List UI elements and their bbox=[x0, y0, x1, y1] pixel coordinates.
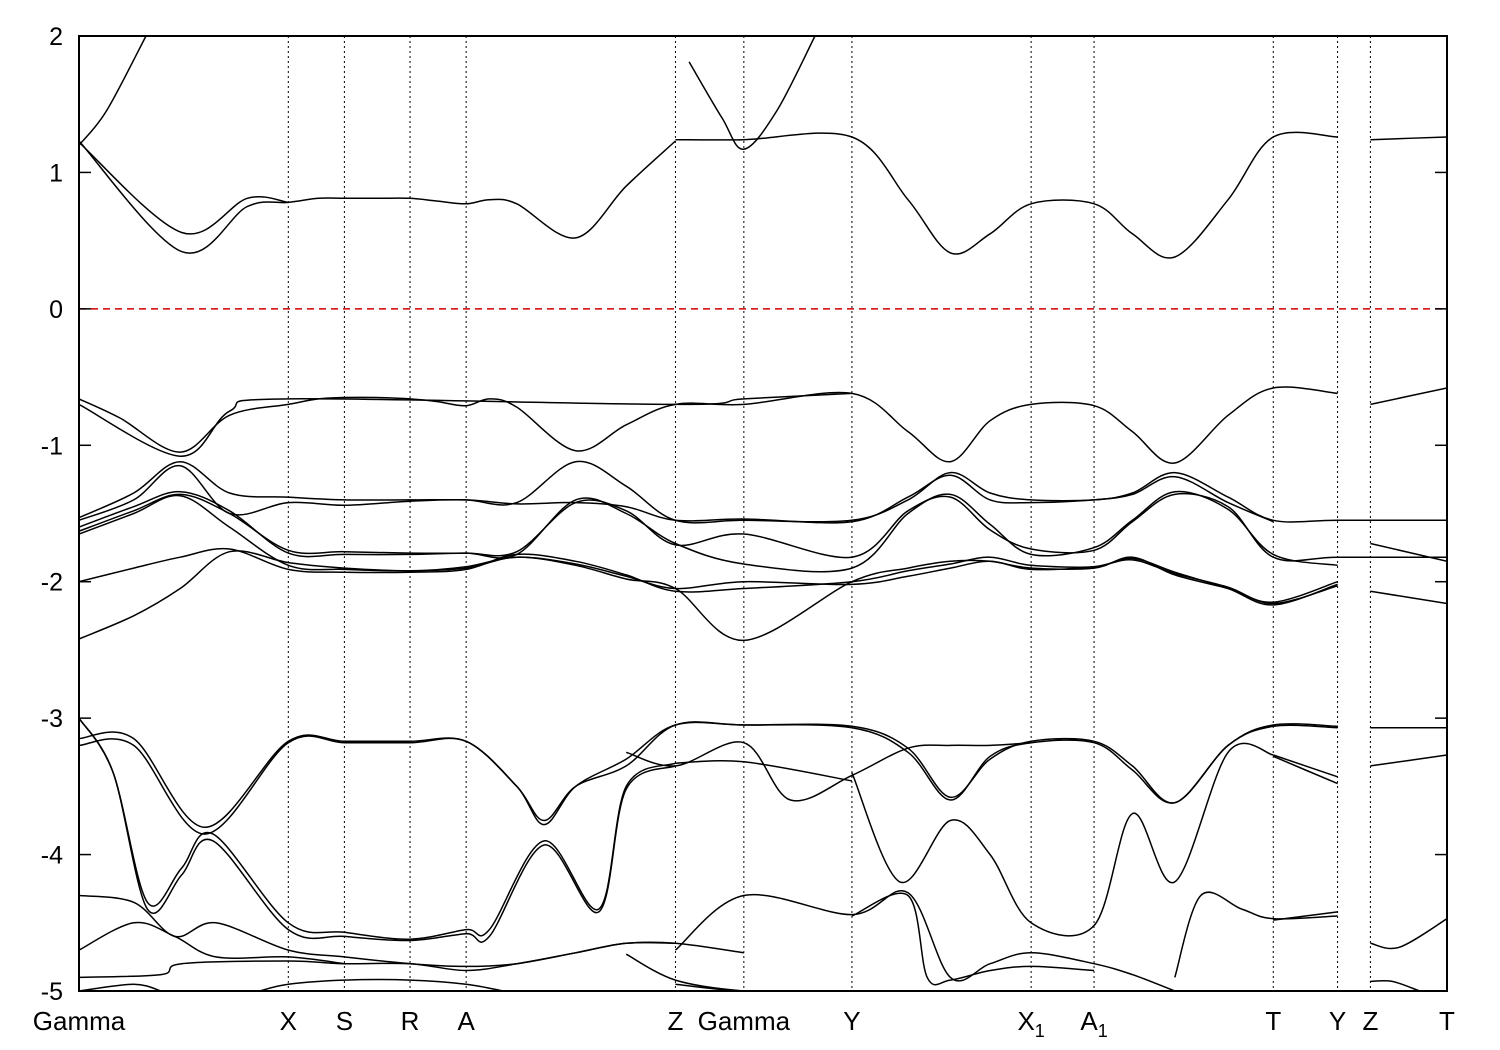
band-line-13 bbox=[79, 494, 1338, 642]
band-line-27 bbox=[79, 717, 676, 943]
kpoint-label: Y bbox=[1329, 1006, 1346, 1036]
kpoint-label: Gamma bbox=[33, 1006, 126, 1036]
band-line-41 bbox=[79, 983, 162, 991]
band-line-37 bbox=[625, 953, 804, 991]
kpoint-label: S bbox=[336, 1006, 353, 1036]
band-line-10 bbox=[79, 465, 1274, 524]
band-line-33 bbox=[1174, 891, 1338, 978]
kpoint-label-text: T bbox=[1439, 1006, 1455, 1036]
plot-frame bbox=[78, 35, 1448, 992]
kpoint-label: Y bbox=[843, 1006, 860, 1036]
kpoint-label: Gamma bbox=[698, 1006, 791, 1036]
band-line-38 bbox=[675, 983, 852, 991]
kpoint-labels: Gamma X S R A Z Gamma Y X1 A1 T Y Z T bbox=[33, 1006, 1455, 1041]
band-line-9 bbox=[79, 460, 1447, 524]
band-line-3 bbox=[675, 131, 1338, 259]
kpoint-label-text: R bbox=[401, 1006, 420, 1036]
kpoint-label-text: S bbox=[336, 1006, 353, 1036]
y-tick-label: -1 bbox=[41, 432, 63, 460]
band-line-21 bbox=[675, 759, 853, 782]
kpoint-label-text: Y bbox=[1329, 1006, 1346, 1036]
band-line-26 bbox=[79, 717, 676, 940]
band-line-30 bbox=[79, 921, 345, 965]
kpoint-label-text: Gamma bbox=[698, 1006, 791, 1036]
band-line-39 bbox=[259, 978, 504, 991]
band-line-35 bbox=[1370, 918, 1447, 950]
y-tick-label: -4 bbox=[41, 842, 63, 870]
band-line-22 bbox=[1273, 754, 1338, 778]
kpoint-label: T bbox=[1439, 1006, 1455, 1036]
band-line-7 bbox=[79, 392, 852, 457]
kpoint-label-text: A bbox=[457, 1006, 475, 1036]
kpoint-label: T bbox=[1265, 1006, 1281, 1036]
y-tick-label: -2 bbox=[41, 569, 63, 597]
kpoint-label-text: Gamma bbox=[33, 1006, 126, 1036]
band-line-32 bbox=[851, 892, 1095, 986]
kpoint-label-text: Y bbox=[843, 1006, 860, 1036]
band-line-17 bbox=[1370, 590, 1447, 605]
band-line-20 bbox=[625, 741, 1032, 802]
kpoint-label-subscript: 1 bbox=[1035, 1021, 1045, 1041]
band-line-15 bbox=[79, 550, 1338, 640]
band-line-40 bbox=[1370, 979, 1420, 991]
band-line-6 bbox=[79, 386, 1338, 464]
y-tick-label: 0 bbox=[49, 296, 63, 324]
kpoint-lines bbox=[287, 36, 1371, 991]
band-lines bbox=[79, 36, 1447, 991]
band-line-36 bbox=[79, 941, 744, 979]
kpoint-label: A1 bbox=[1080, 1006, 1107, 1041]
band-line-34 bbox=[1273, 911, 1338, 921]
kpoint-label: Z bbox=[668, 1006, 684, 1036]
band-line-24 bbox=[1370, 754, 1447, 767]
y-tick-label: -5 bbox=[41, 978, 63, 1006]
band-line-14 bbox=[79, 547, 1338, 606]
kpoint-label: X bbox=[280, 1006, 297, 1036]
kpoint-label: Z bbox=[1362, 1006, 1378, 1036]
band-line-5 bbox=[688, 36, 816, 150]
band-line-23 bbox=[1273, 755, 1338, 785]
kpoint-label-text: A bbox=[1080, 1006, 1098, 1036]
kpoint-label: A bbox=[457, 1006, 475, 1036]
kpoint-label: R bbox=[401, 1006, 420, 1036]
kpoint-label-subscript: 1 bbox=[1098, 1021, 1108, 1041]
kpoint-label-text: T bbox=[1265, 1006, 1281, 1036]
band-line-28 bbox=[851, 742, 1274, 937]
band-line-0 bbox=[79, 36, 147, 146]
kpoint-label-text: X bbox=[1017, 1006, 1034, 1036]
y-tick-label: 1 bbox=[49, 159, 63, 187]
kpoint-label-text: X bbox=[280, 1006, 297, 1036]
band-line-16 bbox=[1370, 542, 1447, 563]
band-line-1 bbox=[79, 140, 676, 254]
kpoint-label-text: Z bbox=[1362, 1006, 1378, 1036]
kpoint-label-text: Z bbox=[668, 1006, 684, 1036]
band-line-11 bbox=[79, 493, 1447, 562]
band-line-12 bbox=[79, 490, 1338, 573]
y-tick-label: -3 bbox=[41, 705, 63, 733]
band-line-19 bbox=[79, 721, 1338, 835]
y-tick-label: 2 bbox=[49, 23, 63, 51]
band-line-4 bbox=[1370, 136, 1447, 141]
band-line-31 bbox=[674, 890, 1176, 991]
band-line-8 bbox=[1370, 387, 1447, 406]
kpoint-label: X1 bbox=[1017, 1006, 1044, 1041]
band-line-2 bbox=[79, 141, 289, 235]
y-axis-ticks: 2 1 0 -1 -2 -3 -4 -5 bbox=[41, 23, 1447, 1006]
